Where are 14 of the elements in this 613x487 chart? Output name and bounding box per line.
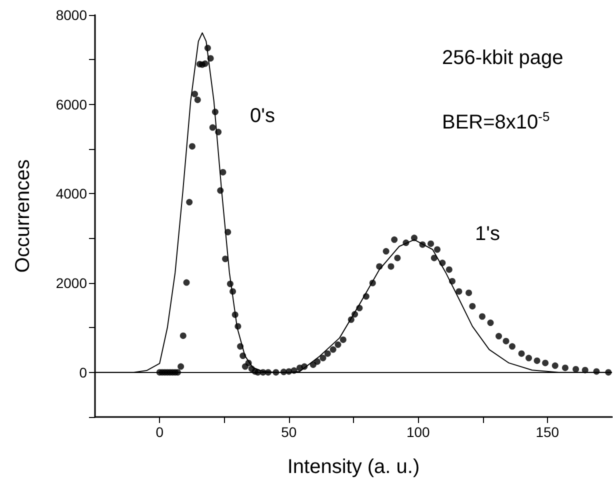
annotation: 256-kbit page: [442, 47, 564, 69]
y-tick-label: 6000: [56, 96, 88, 112]
annotation: 1's: [475, 223, 500, 245]
y-tick-label: 0: [79, 364, 88, 380]
x-tick-label: 100: [406, 424, 430, 440]
y-tick-label: 4000: [56, 186, 88, 202]
x-tick-label: 150: [536, 424, 560, 440]
y-tick-label: 8000: [56, 7, 88, 23]
y-tick-label: 2000: [56, 275, 88, 291]
x-axis-title: Intensity (a. u.): [287, 456, 420, 478]
x-tick-label: 50: [281, 424, 297, 440]
y-axis-title: Occurrences: [12, 159, 34, 273]
annotation: 0's: [250, 105, 275, 127]
x-tick-label: 0: [156, 424, 164, 440]
